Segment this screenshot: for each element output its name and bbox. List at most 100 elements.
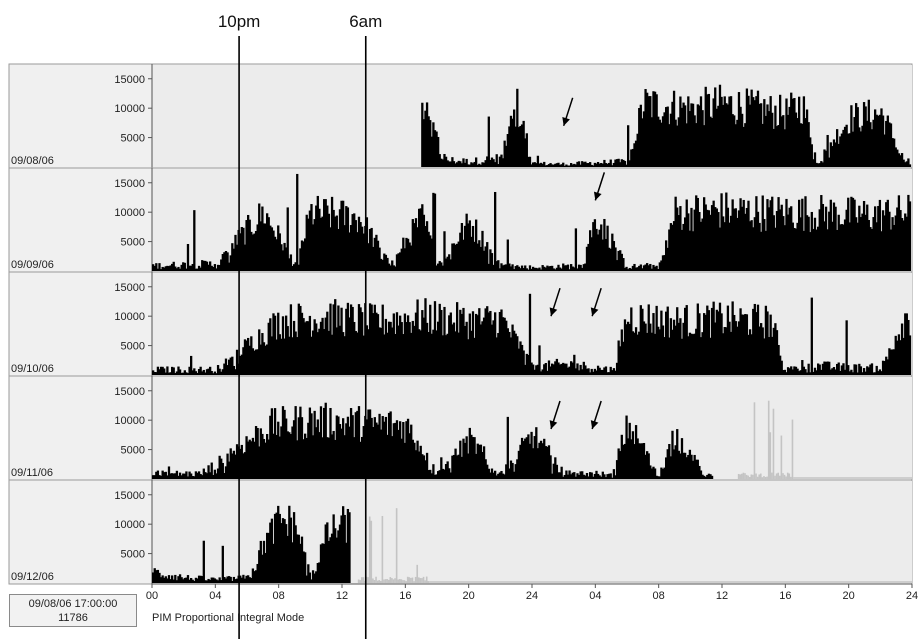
activity-bar <box>585 368 589 375</box>
activity-bar <box>323 407 326 479</box>
activity-bar <box>750 89 753 167</box>
panel-group: 1500010000500009/08/061500010000500009/0… <box>8 63 913 585</box>
activity-bar <box>577 474 581 479</box>
activity-bar <box>634 267 638 271</box>
activity-bar <box>351 306 354 375</box>
activity-bar <box>627 125 630 167</box>
activity-bar <box>296 337 299 375</box>
activity-bar <box>782 370 785 375</box>
activity-bar <box>880 108 883 167</box>
activity-bar <box>313 219 316 271</box>
activity-bar <box>183 262 186 271</box>
activity-bar <box>316 419 319 479</box>
activity-bar <box>399 421 402 479</box>
activity-bar <box>739 308 742 375</box>
activity-bar <box>684 307 687 375</box>
activity-bar <box>449 312 452 375</box>
activity-bar <box>777 344 780 375</box>
activity-bar <box>623 267 627 271</box>
activity-bar <box>596 234 600 271</box>
activity-bar <box>215 373 218 375</box>
off-wrist-bar <box>741 473 743 479</box>
activity-bar <box>617 448 620 479</box>
activity-bar <box>745 207 749 271</box>
activity-bar <box>679 318 682 375</box>
activity-bar <box>254 426 258 479</box>
activity-bar <box>291 542 294 583</box>
activity-bar <box>348 512 351 583</box>
activity-bar <box>622 341 625 375</box>
activity-bar <box>908 335 912 375</box>
activity-bar <box>538 442 541 479</box>
activity-bar <box>777 197 780 271</box>
activity-bar <box>847 133 850 167</box>
activity-bar <box>864 106 867 167</box>
activity-bar <box>389 321 392 375</box>
activity-bar <box>774 323 777 375</box>
activity-bar <box>304 322 307 375</box>
activity-bar <box>525 268 528 271</box>
activity-bar <box>188 471 191 479</box>
off-wrist-bar <box>410 577 412 583</box>
activity-bar <box>226 453 229 479</box>
activity-bar <box>476 164 479 167</box>
activity-bar <box>475 453 478 479</box>
activity-bar <box>231 243 234 271</box>
activity-bar <box>454 448 457 479</box>
activity-bar <box>166 366 169 375</box>
activity-bar <box>704 86 707 167</box>
activity-bar <box>596 473 600 479</box>
activity-bar <box>828 361 831 375</box>
activity-bar <box>840 133 844 167</box>
activity-bar <box>419 208 422 271</box>
activity-bar <box>376 240 380 271</box>
activity-bar <box>487 263 490 271</box>
activity-bar <box>251 437 255 479</box>
activity-bar <box>688 449 692 479</box>
activity-bar <box>465 436 468 479</box>
activity-bar <box>262 342 266 375</box>
activity-bar <box>438 470 441 479</box>
activity-bar <box>270 227 274 271</box>
activity-bar <box>305 575 308 583</box>
activity-bar <box>907 194 910 271</box>
activity-bar <box>508 263 511 271</box>
activity-bar <box>448 468 451 479</box>
activity-bar <box>551 265 554 271</box>
activity-bar <box>527 269 530 271</box>
x-tick-label: 04 <box>589 590 601 602</box>
activity-bar <box>501 473 505 479</box>
activity-bar <box>517 266 521 271</box>
activity-bar <box>771 196 774 271</box>
activity-bar <box>837 214 840 271</box>
activity-bar <box>509 115 513 167</box>
off-wrist-bar <box>357 579 360 583</box>
activity-bar <box>332 514 335 583</box>
activity-bar <box>444 156 448 167</box>
activity-bar <box>190 355 193 375</box>
activity-bar <box>736 217 739 271</box>
activity-bar <box>660 310 663 375</box>
activity-bar <box>383 421 386 479</box>
activity-bar <box>175 371 179 375</box>
activity-bar <box>166 578 169 583</box>
activity-bar <box>745 88 749 167</box>
activity-bar <box>633 332 636 375</box>
activity-bar <box>543 161 546 167</box>
activity-bar <box>649 323 652 375</box>
activity-bar <box>242 227 245 271</box>
activity-bar <box>774 227 777 271</box>
activity-bar <box>625 415 628 479</box>
activity-bar <box>253 350 256 375</box>
activity-bar <box>207 578 210 583</box>
activity-bar <box>804 118 807 167</box>
activity-bar <box>281 250 285 271</box>
y-tick-label: 10000 <box>114 311 145 323</box>
activity-bar <box>717 311 720 375</box>
activity-bar <box>296 440 299 479</box>
activity-bar <box>308 407 312 479</box>
activity-bar <box>589 230 592 271</box>
activity-bar <box>693 115 696 167</box>
activity-bar <box>799 370 802 375</box>
